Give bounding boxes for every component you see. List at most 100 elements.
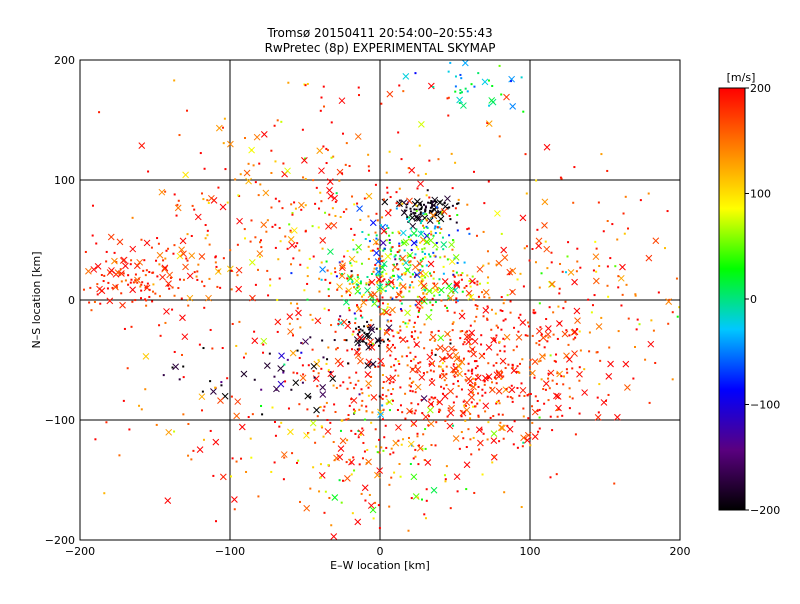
data-point-dot [106,287,109,290]
data-point-x [260,131,268,138]
data-point-dot [455,301,458,304]
data-point-dot [384,332,387,335]
data-point-dot [466,90,469,93]
data-point-dot [375,273,378,276]
data-point-x [374,258,382,266]
data-point-dot [345,142,348,145]
data-point-dot [503,491,506,494]
data-point-x [471,337,479,345]
data-point-dot [398,84,401,87]
data-point-dot [103,274,106,277]
data-point-dot [311,318,314,321]
data-point-dot [650,319,653,322]
data-point-dot [431,297,434,300]
data-point-x [536,327,543,335]
data-point-dot [531,248,534,251]
data-point-dot [323,511,326,514]
data-point-dot [452,382,455,385]
data-point-x [248,258,256,266]
data-point-dot [506,424,509,427]
data-point-dot [418,208,421,211]
data-point-x [461,60,469,67]
data-point-dot [402,320,405,323]
data-point-dot [451,239,454,242]
data-point-dot [172,252,175,255]
data-point-dot [144,298,147,301]
data-point-dot [477,295,480,298]
data-point-dot [169,276,172,279]
data-point-x [336,453,344,461]
data-point-dot [452,321,455,324]
data-point-dot [432,251,435,254]
data-point-dot [284,380,287,383]
data-point-dot [502,437,505,440]
data-point-x [310,362,318,370]
data-point-dot [352,456,355,459]
data-point-x [142,353,150,360]
data-point-dot [543,402,546,405]
data-point-dot [534,395,537,398]
data-point-x [450,366,457,374]
data-point-x [452,435,460,442]
data-point-dot [378,451,381,454]
data-point-x [422,270,430,278]
data-point-dot [316,385,319,388]
data-point-x [427,237,435,244]
data-point-dot [95,242,98,245]
data-point-dot [273,461,276,464]
data-point-x [463,333,471,341]
data-point-dot [442,370,445,373]
data-point-dot [131,300,134,303]
data-point-dot [428,196,431,199]
data-point-dot [134,279,137,282]
data-point-dot [479,282,482,285]
data-point-dot [410,213,413,216]
data-point-dot [363,325,366,328]
data-point-dot [391,281,394,284]
data-point-dot [419,213,422,216]
data-point-dot [162,374,165,377]
data-point-dot [375,237,378,240]
data-point-dot [499,309,502,312]
data-point-dot [274,223,277,226]
data-point-dot [388,241,391,244]
data-point-dot [394,254,397,257]
data-point-dot [318,207,321,210]
data-point-dot [229,249,232,252]
data-point-dot [430,403,433,406]
data-point-dot [406,268,409,271]
data-point-dot [579,266,582,269]
data-point-x [245,177,252,185]
data-point-dot [572,201,575,204]
data-point-dot [482,230,485,233]
data-point-x [347,275,354,283]
data-point-dot [358,463,361,466]
data-point-dot [398,244,401,247]
data-point-x [119,257,127,264]
data-point-dot [476,373,479,376]
data-point-dot [376,219,379,222]
data-point-dot [384,231,387,234]
data-point-dot [416,432,419,435]
data-point-dot [428,253,431,256]
data-point-dot [329,421,332,424]
data-point-dot [282,478,285,481]
data-point-dot [433,200,436,203]
data-point-dot [498,440,501,443]
data-point-dot [334,271,337,274]
data-point-dot [588,350,591,353]
data-point-dot [252,164,255,167]
data-point-x [355,243,362,251]
data-point-x [416,200,423,208]
data-point-x [219,203,227,211]
data-point-x [573,307,581,315]
data-point-dot [455,221,458,224]
data-point-dot [382,340,385,343]
data-point-dot [271,225,274,228]
data-point-dot [408,261,411,264]
data-point-dot [140,238,143,241]
data-point-dot [423,513,426,516]
data-point-dot [441,210,444,213]
data-point-dot [257,495,260,498]
data-point-dot [419,211,422,214]
